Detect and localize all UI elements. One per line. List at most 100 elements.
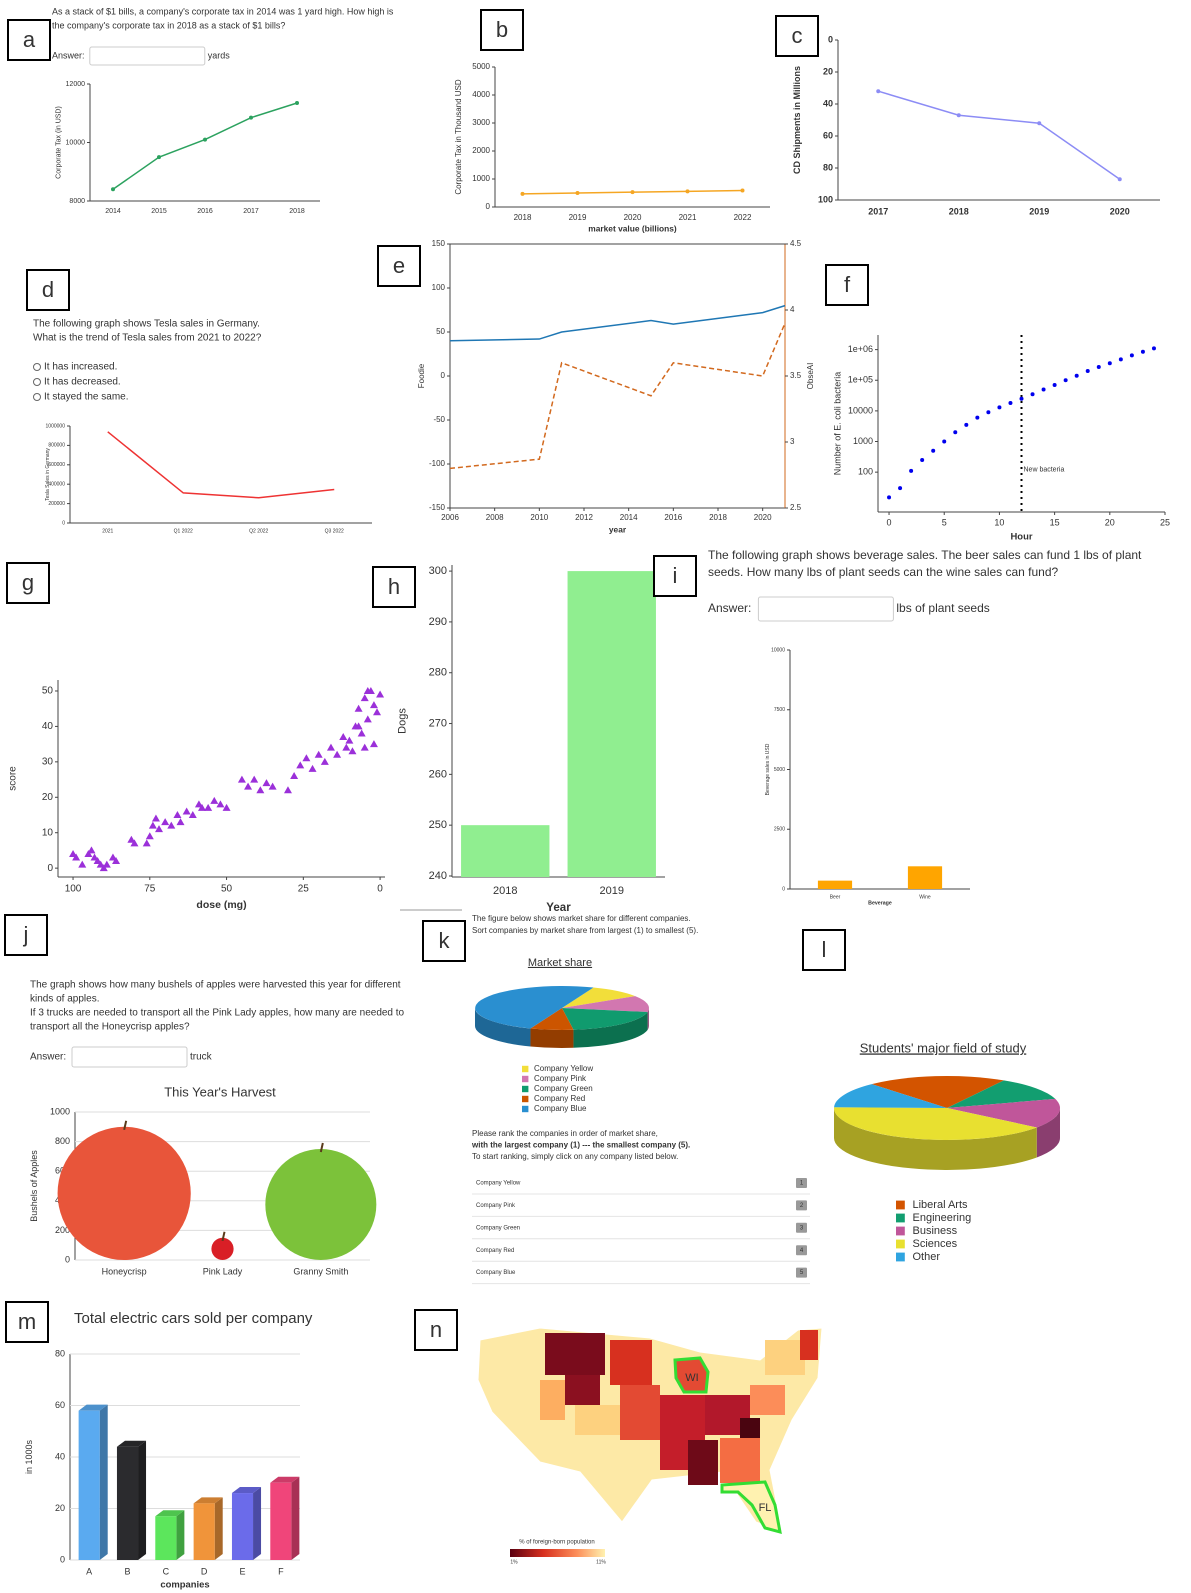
x-axis-label: Hour — [1010, 532, 1032, 543]
rank-row[interactable] — [472, 1196, 810, 1214]
y-tick-label: 400000 — [48, 482, 65, 488]
y-axis-label: score — [8, 766, 19, 791]
legend-label: 11% — [596, 1559, 606, 1565]
y-tick-label: 40 — [55, 1451, 65, 1461]
point — [143, 839, 151, 846]
answer-label: Answer: — [708, 601, 751, 615]
legend-swatch — [896, 1201, 905, 1210]
apple — [211, 1238, 233, 1260]
bar-side — [215, 1497, 223, 1560]
x-axis-label: dose (mg) — [196, 899, 246, 911]
panel-letter: d — [42, 277, 54, 302]
y-tick-label: 40 — [823, 98, 833, 108]
radio-button[interactable] — [34, 364, 41, 371]
point — [364, 715, 372, 722]
point — [521, 192, 525, 196]
point — [355, 705, 363, 712]
x-tick-label: 2017 — [243, 208, 259, 215]
point — [1152, 346, 1156, 350]
x-tick-label: B — [124, 1566, 130, 1576]
legend-label: Business — [913, 1225, 958, 1237]
point — [146, 832, 154, 839]
legend-swatch — [522, 1076, 528, 1082]
map-region — [740, 1418, 760, 1438]
point — [167, 822, 175, 829]
answer-input[interactable] — [90, 47, 205, 65]
y-tick-label: 800000 — [48, 443, 65, 449]
radio-option: It has decreased. — [44, 377, 121, 388]
y-tick-label: 0 — [441, 371, 446, 380]
point — [284, 786, 292, 793]
y-tick-label: 60 — [55, 1400, 65, 1410]
y-tick-label: 250 — [429, 819, 447, 831]
point — [204, 804, 212, 811]
panel-letter: i — [673, 563, 678, 588]
x-tick-label: 0 — [377, 884, 383, 895]
x-tick-label: Honeycrisp — [102, 1266, 147, 1276]
rank-row[interactable] — [472, 1174, 810, 1192]
point — [290, 772, 298, 779]
y-tick-label: 10000 — [848, 405, 873, 415]
question-text: seeds. How many lbs of plant seeds can t… — [708, 565, 1059, 579]
map-region — [540, 1380, 565, 1420]
point — [327, 744, 335, 751]
point — [997, 405, 1001, 409]
x-tick-label: 2020 — [624, 213, 642, 222]
map-region — [575, 1405, 620, 1435]
rank-row[interactable] — [472, 1241, 810, 1259]
y-tick-label: 1000000 — [46, 423, 66, 429]
bar — [194, 1503, 215, 1560]
bar-side — [100, 1405, 108, 1560]
y-axis-label: Beverage sales in USD — [765, 743, 771, 795]
legend-label: Sciences — [913, 1238, 958, 1250]
collage: aAs a stack of $1 bills, a company's cor… — [0, 0, 1191, 1593]
y-tick-label: 240 — [429, 870, 447, 882]
point — [1086, 369, 1090, 373]
radio-button[interactable] — [34, 394, 41, 401]
x-tick-label: 2022 — [734, 213, 752, 222]
point — [942, 440, 946, 444]
y-tick-label: 280 — [429, 667, 447, 679]
x-tick-label: 2018 — [493, 885, 517, 897]
rank-row[interactable] — [472, 1219, 810, 1237]
point — [103, 861, 111, 868]
x-tick-label: 2016 — [197, 208, 213, 215]
point — [321, 758, 329, 765]
y-tick-label: 8000 — [69, 198, 85, 205]
point — [361, 744, 369, 751]
bar — [79, 1411, 100, 1560]
answer-input[interactable] — [72, 1047, 187, 1067]
y-tick-label: 1e+05 — [848, 375, 873, 385]
point — [1141, 350, 1145, 354]
question-text: What is the trend of Tesla sales from 20… — [33, 333, 262, 344]
answer-unit: yards — [208, 50, 231, 60]
panel-letter: l — [822, 937, 827, 962]
y-tick-label: 290 — [429, 616, 447, 628]
x-tick-label: 2008 — [486, 513, 504, 522]
y-tick-label: 1000 — [50, 1106, 70, 1116]
point — [177, 818, 185, 825]
x-tick-label: D — [201, 1566, 208, 1576]
bar — [568, 571, 656, 877]
rank-row[interactable] — [472, 1264, 810, 1282]
question-text: The following graph shows Tesla sales in… — [33, 319, 260, 330]
y-axis-label: Bushels of Apples — [29, 1150, 39, 1222]
y-tick-label: 0 — [782, 886, 785, 892]
point — [898, 486, 902, 490]
y-axis-label: Corporate Tax in Thousand USD — [454, 79, 463, 195]
radio-button[interactable] — [34, 379, 41, 386]
legend-label: Other — [913, 1251, 941, 1263]
point — [87, 846, 95, 853]
annotation: New bacteria — [1024, 467, 1065, 474]
point — [173, 811, 181, 818]
y-tick-label: 1000 — [853, 436, 873, 446]
bar — [908, 866, 942, 889]
radio-option: It stayed the same. — [44, 392, 129, 403]
point — [256, 786, 264, 793]
y-tick-label: 300 — [429, 565, 447, 577]
y-tick-label: 30 — [42, 756, 54, 767]
answer-label: Answer: — [52, 50, 85, 60]
bar — [461, 825, 549, 877]
answer-input[interactable] — [758, 597, 893, 621]
y-tick-label: 0 — [486, 202, 491, 211]
